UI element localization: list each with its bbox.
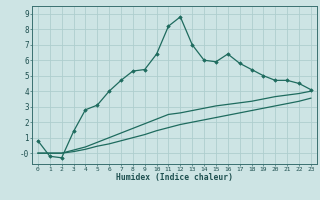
X-axis label: Humidex (Indice chaleur): Humidex (Indice chaleur) — [116, 173, 233, 182]
